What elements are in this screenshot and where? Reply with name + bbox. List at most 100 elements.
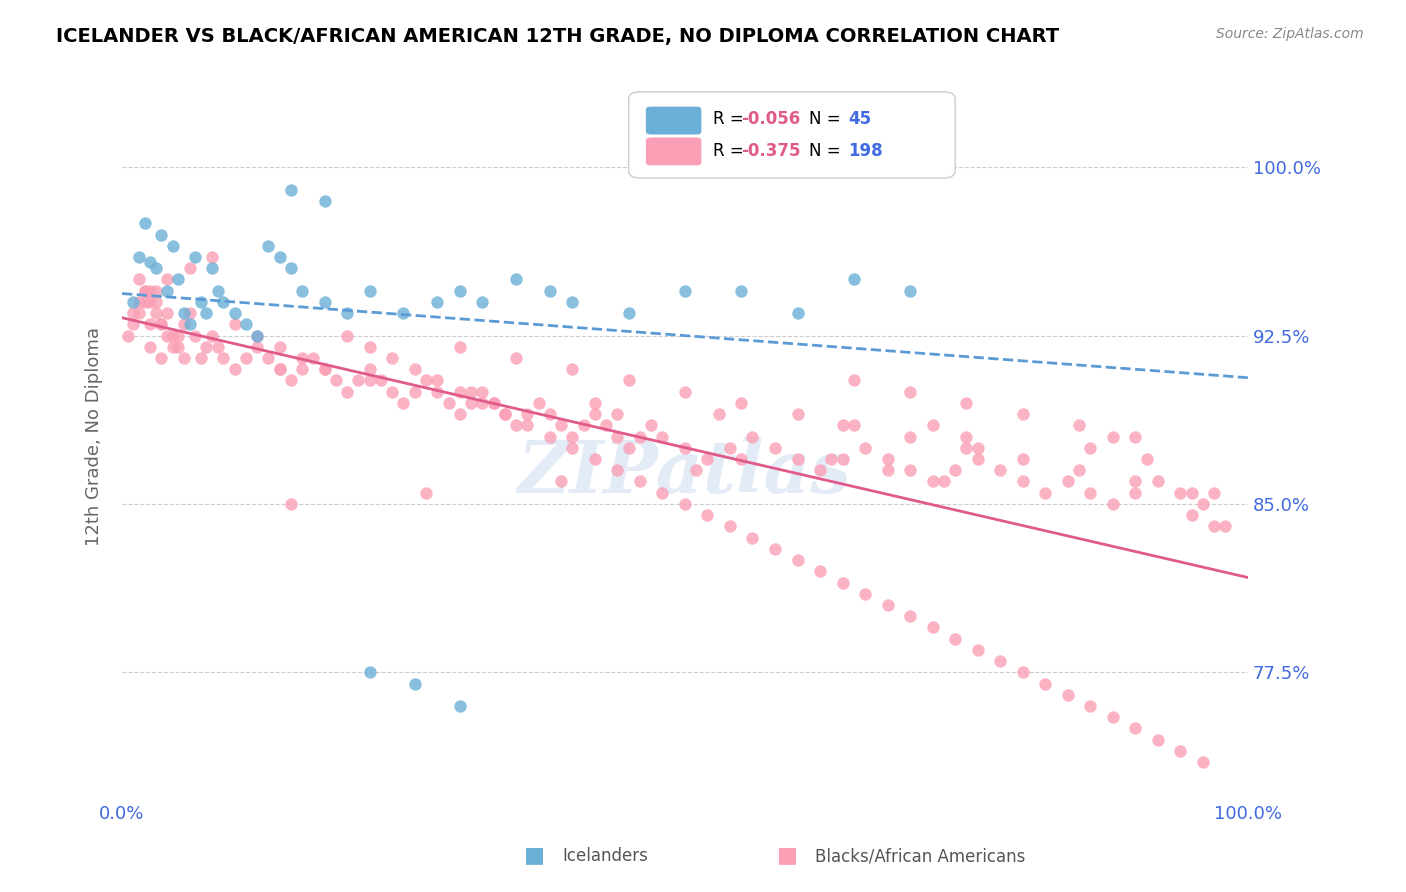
Text: -0.375: -0.375: [741, 142, 801, 160]
Point: [139, 254, 162, 268]
Point: [673, 284, 696, 298]
Point: [173, 306, 195, 320]
Point: [392, 306, 415, 320]
Point: [673, 497, 696, 511]
Point: [173, 318, 195, 332]
Y-axis label: 12th Grade, No Diploma: 12th Grade, No Diploma: [86, 327, 103, 546]
Point: [955, 429, 977, 443]
Point: [1078, 441, 1101, 455]
Point: [122, 294, 145, 309]
Point: [224, 306, 246, 320]
Point: [842, 418, 865, 433]
Point: [150, 318, 173, 332]
Point: [128, 272, 150, 286]
Point: [212, 294, 235, 309]
Point: [291, 284, 314, 298]
Point: [336, 328, 359, 343]
Point: [527, 396, 550, 410]
Point: [381, 384, 404, 399]
Point: [595, 418, 617, 433]
Point: [606, 463, 628, 477]
Point: [516, 407, 538, 421]
Point: [898, 384, 921, 399]
Point: [808, 463, 831, 477]
Point: [831, 575, 853, 590]
Text: -0.056: -0.056: [741, 110, 800, 128]
Point: [336, 306, 359, 320]
Text: N =: N =: [808, 110, 845, 128]
Point: [156, 328, 179, 343]
Point: [325, 374, 347, 388]
Point: [139, 340, 162, 354]
Point: [381, 351, 404, 365]
Point: [898, 284, 921, 298]
Point: [359, 362, 381, 376]
Point: [943, 463, 966, 477]
Point: [494, 407, 516, 421]
Point: [471, 294, 494, 309]
Point: [707, 407, 730, 421]
Point: [606, 407, 628, 421]
Point: [786, 553, 808, 567]
Point: [1011, 452, 1033, 467]
Point: [1067, 418, 1090, 433]
Point: [561, 441, 583, 455]
Point: [1056, 688, 1078, 702]
Point: [404, 362, 426, 376]
Point: [482, 396, 505, 410]
Point: [1101, 497, 1123, 511]
Text: Icelanders: Icelanders: [562, 847, 648, 865]
Point: [235, 351, 257, 365]
Point: [651, 429, 673, 443]
Text: 45: 45: [848, 110, 872, 128]
Point: [235, 318, 257, 332]
Point: [696, 452, 718, 467]
Point: [415, 485, 437, 500]
Point: [1078, 485, 1101, 500]
FancyBboxPatch shape: [645, 106, 702, 135]
Point: [538, 284, 561, 298]
Point: [257, 239, 280, 253]
Point: [932, 475, 955, 489]
Point: [471, 384, 494, 399]
Point: [1101, 710, 1123, 724]
Point: [955, 441, 977, 455]
Point: [291, 362, 314, 376]
Point: [449, 407, 471, 421]
Point: [572, 418, 595, 433]
Point: [505, 351, 527, 365]
Point: [1011, 407, 1033, 421]
Point: [617, 306, 640, 320]
Point: [730, 396, 752, 410]
Point: [134, 284, 156, 298]
Point: [269, 340, 291, 354]
Point: [550, 475, 572, 489]
Point: [150, 351, 173, 365]
Point: [291, 351, 314, 365]
Point: [1180, 508, 1202, 523]
Point: [1123, 475, 1146, 489]
Point: [921, 620, 943, 634]
Point: [460, 384, 482, 399]
Text: 198: 198: [848, 142, 883, 160]
Point: [921, 475, 943, 489]
Point: [449, 284, 471, 298]
Point: [1033, 485, 1056, 500]
Point: [201, 261, 224, 276]
Point: [1101, 429, 1123, 443]
Point: [876, 598, 898, 612]
Point: [628, 475, 651, 489]
Point: [853, 587, 876, 601]
Point: [1146, 732, 1168, 747]
FancyBboxPatch shape: [628, 92, 955, 178]
Point: [145, 306, 167, 320]
Point: [831, 452, 853, 467]
Point: [207, 284, 229, 298]
Point: [224, 318, 246, 332]
Point: [853, 441, 876, 455]
Text: R =: R =: [713, 110, 749, 128]
Point: [162, 340, 184, 354]
Point: [730, 284, 752, 298]
Point: [179, 261, 201, 276]
Point: [162, 328, 184, 343]
